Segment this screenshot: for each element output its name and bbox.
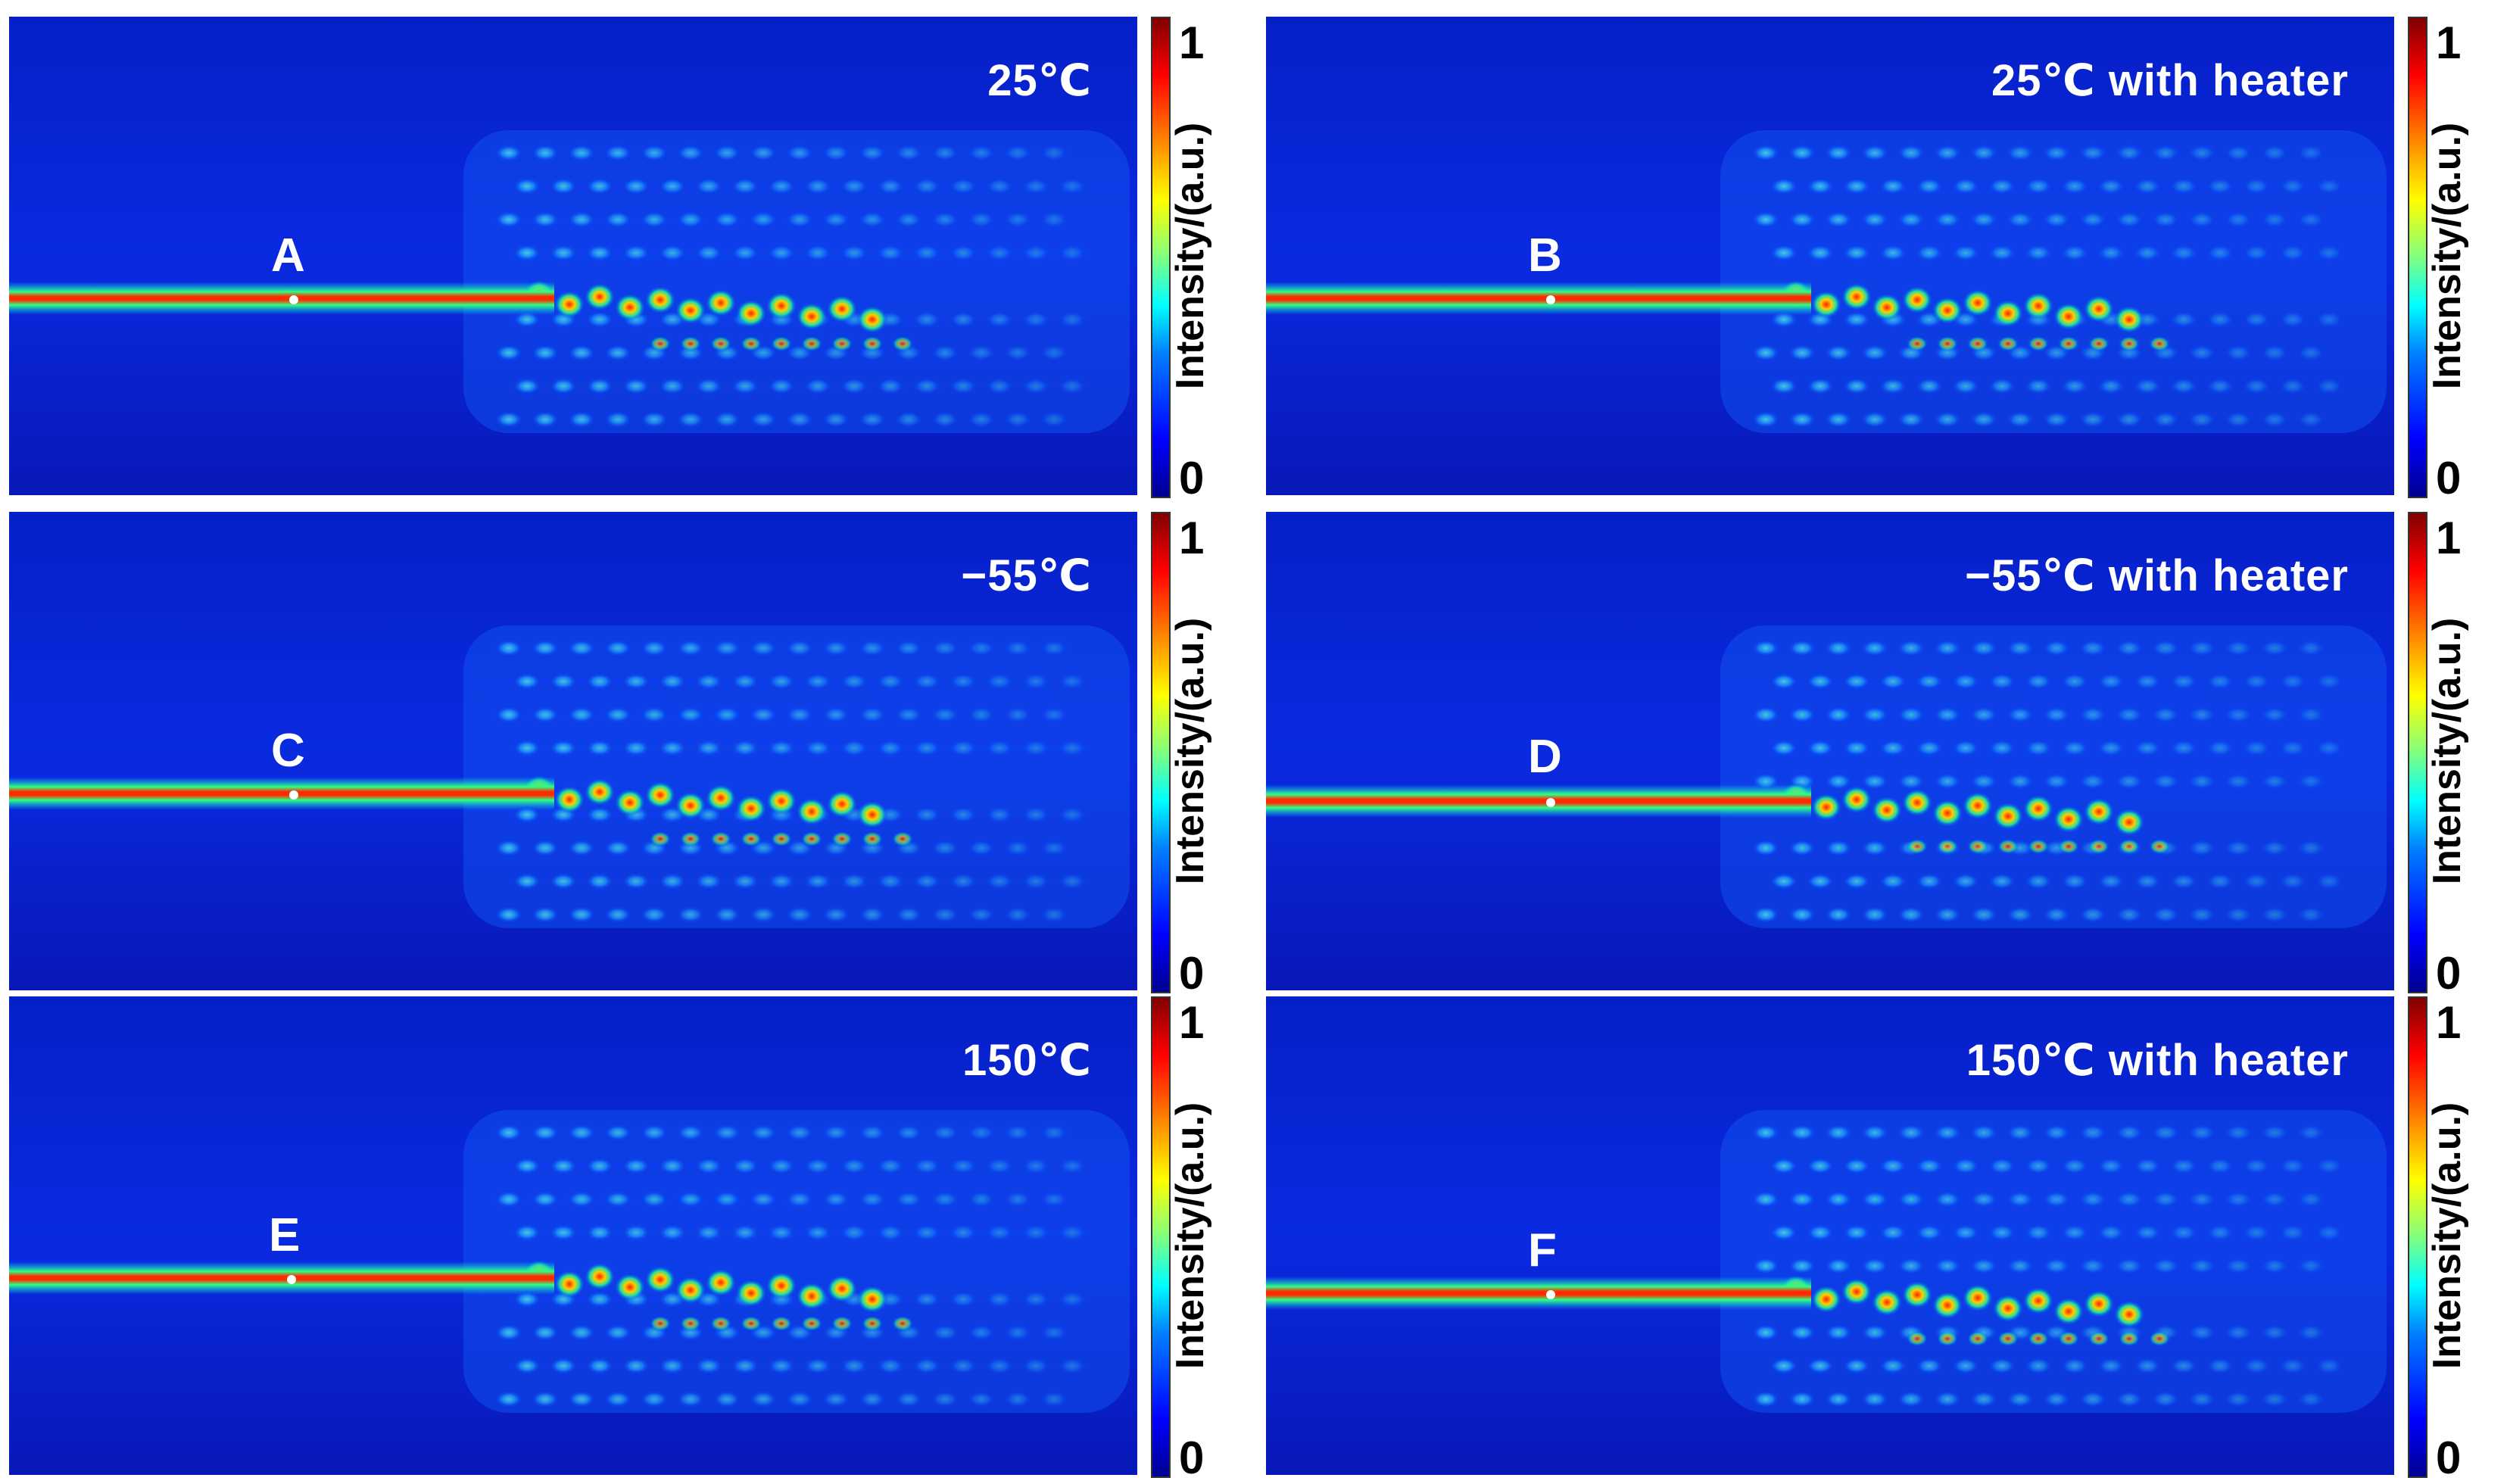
intensity-field-map: [1266, 512, 2394, 990]
colorbar-min-label: 0: [1179, 1433, 1205, 1483]
intensity-field-map: [9, 512, 1137, 990]
condition-label: 25℃ with heater: [1991, 56, 2349, 105]
colorbar: [2408, 996, 2427, 1478]
colorbar-axis-label: Intensity/(a.u.): [2425, 1102, 2469, 1370]
intensity-field-map: [1266, 996, 2394, 1475]
field-svg: [1266, 17, 2394, 495]
colorbar-max-label: 1: [2436, 997, 2462, 1048]
colorbar-max-label: 1: [1179, 997, 1205, 1048]
condition-label: 150℃ with heater: [1966, 1036, 2349, 1085]
colorbar: [1151, 512, 1171, 993]
condition-label: −55℃: [961, 551, 1092, 600]
point-marker-label: C: [271, 725, 305, 777]
condition-label: −55℃ with heater: [1965, 551, 2349, 600]
point-marker-label: B: [1528, 229, 1562, 282]
field-panel: 150℃ with heater F 1 0 Intensity/(a.u.): [1266, 996, 2469, 1483]
field-panel: 150℃ E 1 0 Intensity/(a.u.): [9, 996, 1212, 1483]
colorbar-max-label: 1: [2436, 17, 2462, 68]
colorbar-min-label: 0: [2436, 948, 2462, 999]
field-svg: [9, 996, 1137, 1475]
condition-label: 25℃: [987, 56, 1092, 105]
field-panel: −55℃ C 1 0 Intensity/(a.u.): [9, 512, 1212, 999]
colorbar-min-label: 0: [2436, 1433, 2462, 1483]
point-marker-label: A: [271, 229, 305, 282]
point-marker-label: E: [269, 1209, 301, 1261]
colorbar-axis-label: Intensity/(a.u.): [1168, 122, 1212, 390]
field-svg: [9, 512, 1137, 990]
condition-label: 150℃: [962, 1036, 1092, 1085]
intensity-field-map: [9, 17, 1137, 495]
field-panel: −55℃ with heater D 1 0 Intensity/(a.u.): [1266, 512, 2469, 999]
colorbar: [1151, 996, 1171, 1478]
colorbar-max-label: 1: [1179, 17, 1205, 68]
intensity-field-map: [1266, 17, 2394, 495]
colorbar-max-label: 1: [2436, 513, 2462, 563]
colorbar-min-label: 0: [1179, 948, 1205, 999]
field-svg: [1266, 996, 2394, 1475]
point-marker-label: D: [1528, 731, 1562, 783]
field-svg: [1266, 512, 2394, 990]
colorbar-min-label: 0: [1179, 453, 1205, 504]
point-marker-label: F: [1528, 1224, 1557, 1277]
field-panel: 25℃ A 1 0 Intensity/(a.u.): [9, 17, 1212, 504]
colorbar: [2408, 17, 2427, 498]
colorbar-max-label: 1: [1179, 513, 1205, 563]
colorbar-min-label: 0: [2436, 453, 2462, 504]
colorbar-axis-label: Intensity/(a.u.): [2425, 617, 2469, 885]
field-svg: [9, 17, 1137, 495]
intensity-field-map: [9, 996, 1137, 1475]
colorbar: [1151, 17, 1171, 498]
colorbar-axis-label: Intensity/(a.u.): [1168, 617, 1212, 885]
colorbar-axis-label: Intensity/(a.u.): [1168, 1102, 1212, 1370]
field-panel: 25℃ with heater B 1 0 Intensity/(a.u.): [1266, 17, 2469, 504]
colorbar: [2408, 512, 2427, 993]
colorbar-axis-label: Intensity/(a.u.): [2425, 122, 2469, 390]
